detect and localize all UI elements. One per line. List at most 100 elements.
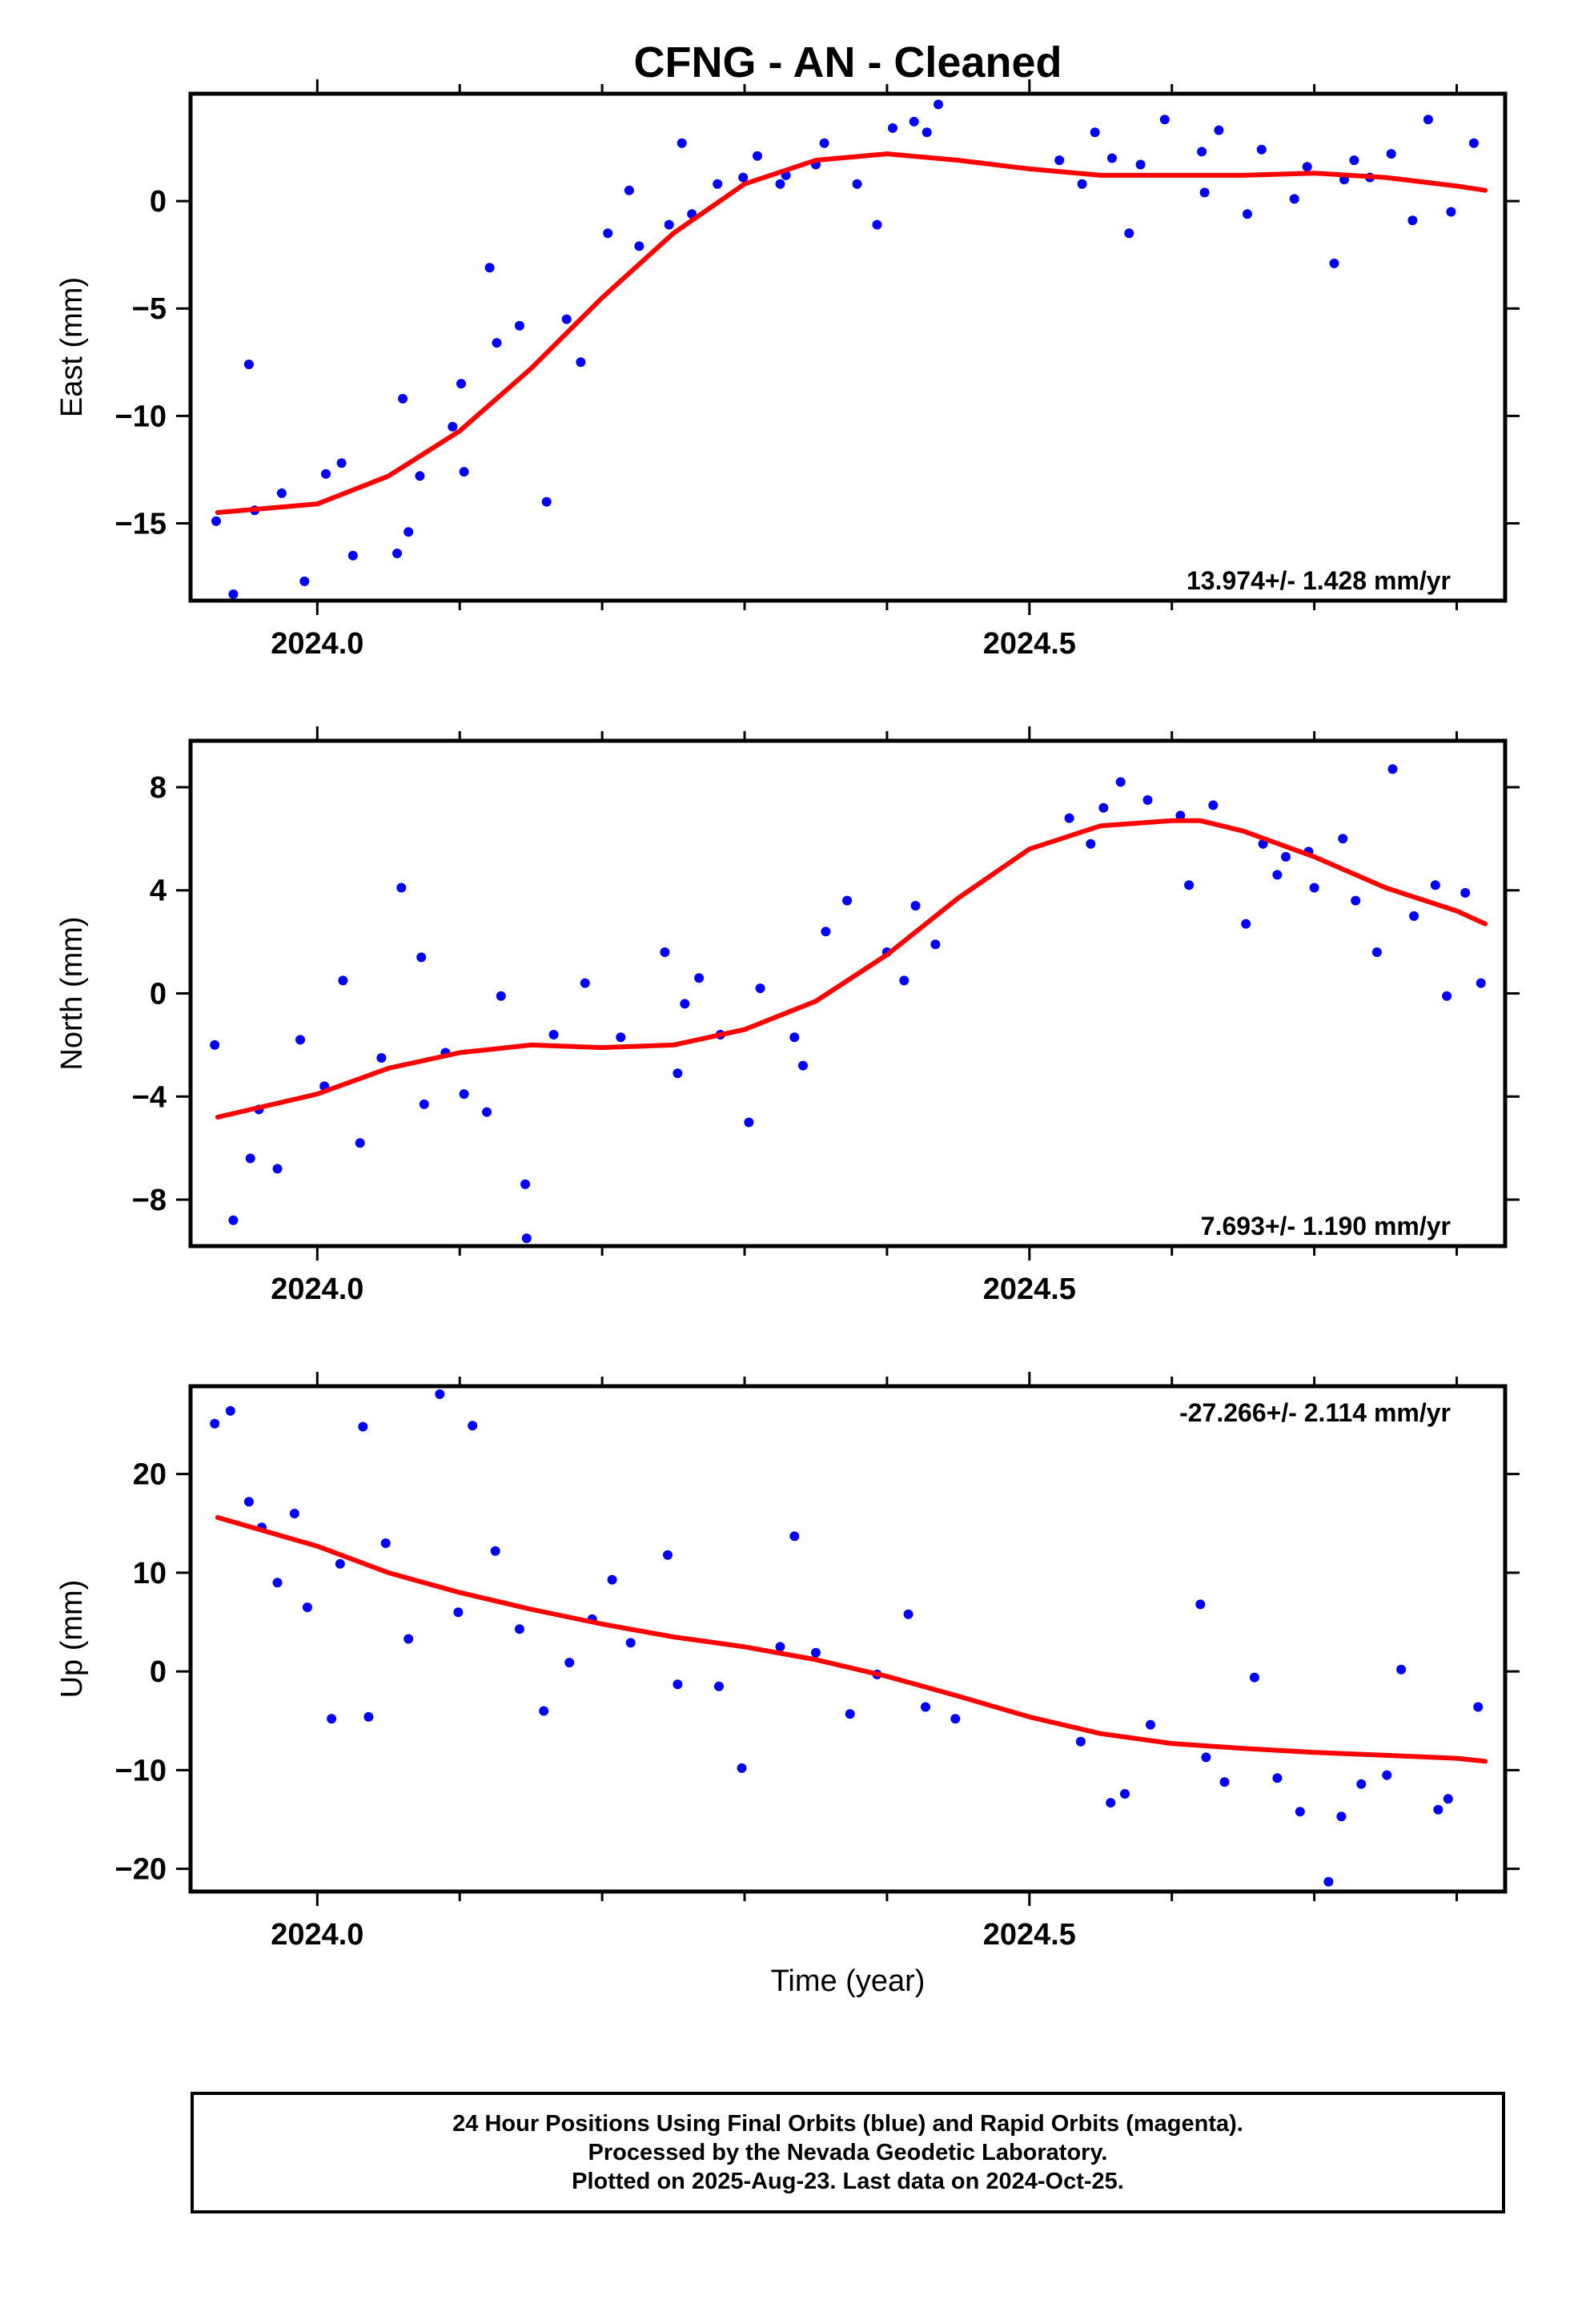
up-data-point xyxy=(714,1681,724,1691)
north-data-point xyxy=(548,1030,559,1039)
north-data-point xyxy=(376,1053,387,1063)
up-data-point xyxy=(1336,1811,1347,1822)
north-data-point xyxy=(744,1117,754,1128)
east-rate-label: 13.974+/- 1.428 mm/yr xyxy=(1186,566,1451,595)
up-data-point xyxy=(1272,1773,1283,1783)
east-data-point xyxy=(1054,155,1065,166)
east-data-point xyxy=(1197,147,1207,157)
east-y-tick-label: −10 xyxy=(115,400,167,433)
north-data-point xyxy=(521,1233,532,1244)
north-data-point xyxy=(295,1035,305,1045)
up-data-point xyxy=(514,1624,524,1634)
up-data-point xyxy=(1443,1794,1453,1804)
east-y-axis-label: East (mm) xyxy=(55,277,89,417)
north-data-point xyxy=(1115,777,1126,787)
east-data-point xyxy=(909,116,919,127)
north-data-point xyxy=(1086,838,1096,849)
east-data-point xyxy=(398,393,408,404)
north-data-point xyxy=(910,901,921,911)
up-data-point xyxy=(607,1574,617,1585)
east-data-point xyxy=(713,179,723,189)
north-data-point xyxy=(930,939,941,950)
up-frame xyxy=(188,1384,1508,1894)
east-data-point xyxy=(211,516,221,526)
up-data-point xyxy=(845,1709,855,1719)
north-data-point xyxy=(1309,883,1319,893)
north-data-point xyxy=(1351,895,1361,906)
north-panel: 2024.0 2024.5 8 4 0 −4 −8 North (mm) 7.693+/- 1.… xyxy=(55,726,1520,1306)
east-data-point xyxy=(753,151,762,161)
up-data-point xyxy=(1323,1876,1334,1887)
chart-title: CFNG - AN - Cleaned xyxy=(633,38,1062,86)
east-panel: 2024.0 2024.5 0 −5 −10 −15 East (mm) 13.974+/- … xyxy=(55,79,1520,661)
up-y-axis-label: Up (mm) xyxy=(55,1580,89,1699)
north-points xyxy=(210,764,1486,1244)
north-data-point xyxy=(1460,887,1471,898)
up-panel: 2024.0 2024.5 20 10 0 −10 −20 Up (mm) -27.266+/-… xyxy=(55,1372,1520,1952)
east-data-point xyxy=(404,527,414,537)
north-data-point xyxy=(1409,911,1419,921)
east-data-point xyxy=(934,99,943,110)
east-data-point xyxy=(484,263,495,273)
east-data-point xyxy=(1386,149,1396,159)
east-data-point xyxy=(347,550,358,561)
north-data-point xyxy=(1184,880,1195,891)
east-data-point xyxy=(1107,153,1117,163)
up-data-point xyxy=(663,1550,673,1560)
up-data-point xyxy=(490,1546,500,1556)
up-y-tick-label: 20 xyxy=(133,1458,167,1492)
north-data-point xyxy=(355,1138,365,1148)
north-data-point xyxy=(673,1068,683,1079)
up-data-point xyxy=(1473,1702,1484,1712)
up-data-point xyxy=(625,1638,636,1648)
east-data-point xyxy=(738,172,749,183)
up-data-point xyxy=(1201,1752,1211,1763)
north-data-point xyxy=(798,1060,808,1071)
east-data-point xyxy=(872,219,882,230)
north-data-point xyxy=(338,975,348,986)
east-data-point xyxy=(243,360,254,369)
north-data-point xyxy=(520,1179,531,1189)
north-data-point xyxy=(1476,978,1486,988)
east-data-point xyxy=(1124,228,1134,239)
east-data-point xyxy=(664,219,674,230)
north-data-point xyxy=(1338,834,1348,844)
up-data-point xyxy=(903,1609,913,1619)
up-data-point xyxy=(1356,1779,1367,1789)
up-data-point xyxy=(1382,1770,1392,1780)
north-y-tick-label: 8 xyxy=(150,771,167,805)
up-data-point xyxy=(811,1647,821,1658)
up-data-point xyxy=(1146,1719,1155,1730)
x-axis-label: Time (year) xyxy=(771,1964,926,1998)
north-data-point xyxy=(1142,795,1153,805)
up-data-point xyxy=(737,1763,747,1773)
east-data-point xyxy=(1446,207,1456,217)
north-data-point xyxy=(1387,764,1398,774)
north-fit-curve xyxy=(215,818,1488,1120)
up-data-point xyxy=(789,1531,800,1542)
east-data-point xyxy=(775,179,785,189)
up-x-tick-label: 2024.0 xyxy=(271,1918,363,1952)
up-data-point xyxy=(564,1658,575,1668)
up-data-point xyxy=(1396,1664,1407,1675)
east-data-point xyxy=(1289,194,1299,204)
north-data-point xyxy=(616,1032,626,1043)
north-data-point xyxy=(419,1099,429,1109)
north-data-point xyxy=(899,975,909,986)
up-data-point xyxy=(363,1711,374,1722)
up-data-point xyxy=(272,1578,283,1588)
east-data-point xyxy=(1349,155,1359,166)
north-data-point xyxy=(396,883,407,893)
up-data-point xyxy=(1433,1804,1443,1815)
east-y-tick-label: −5 xyxy=(132,292,167,326)
east-x-tick-label: 2024.5 xyxy=(983,627,1076,661)
up-data-point xyxy=(775,1642,785,1652)
east-y-tick-label: 0 xyxy=(150,185,167,219)
up-data-point xyxy=(435,1389,445,1399)
east-fit-curve xyxy=(215,151,1488,515)
north-x-tick-label: 2024.5 xyxy=(983,1273,1076,1306)
north-data-point xyxy=(660,947,670,957)
east-data-point xyxy=(448,421,458,432)
north-data-point xyxy=(789,1032,800,1043)
